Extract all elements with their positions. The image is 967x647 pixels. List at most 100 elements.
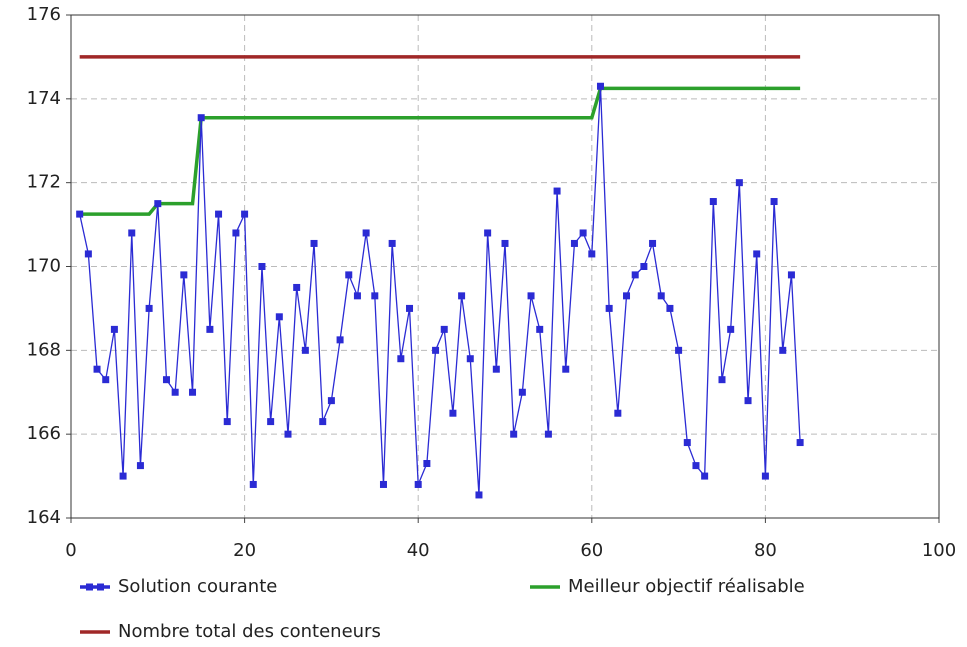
point-marker	[258, 263, 266, 270]
point-marker	[779, 346, 787, 354]
point-marker	[301, 346, 309, 354]
point-marker	[136, 462, 144, 470]
point-marker	[284, 430, 292, 438]
point-marker	[432, 346, 440, 354]
point-marker	[267, 418, 275, 426]
point-marker	[319, 418, 327, 426]
point-marker	[501, 239, 509, 247]
legend-marker	[86, 583, 93, 591]
point-marker	[293, 283, 301, 291]
point-marker	[701, 472, 709, 480]
point-marker	[110, 325, 118, 333]
point-marker	[588, 250, 596, 258]
point-marker	[475, 491, 483, 499]
point-marker	[310, 239, 318, 247]
y-tick-label: 174	[27, 88, 61, 109]
point-marker	[596, 82, 604, 90]
point-marker	[197, 114, 205, 122]
y-tick-label: 164	[27, 507, 61, 528]
y-tick-label: 172	[27, 172, 61, 193]
y-tick-label: 176	[27, 4, 61, 25]
point-marker	[206, 325, 214, 333]
x-tick-label: 60	[580, 540, 603, 561]
point-marker	[744, 397, 752, 405]
point-marker	[614, 409, 622, 417]
x-tick-label: 80	[754, 540, 777, 561]
point-marker	[631, 271, 639, 279]
point-marker	[84, 250, 92, 258]
point-marker	[414, 480, 422, 488]
point-marker	[544, 430, 552, 438]
point-marker	[362, 229, 370, 237]
legend-label: Solution courante	[118, 576, 277, 597]
point-marker	[162, 376, 170, 384]
point-marker	[466, 355, 474, 363]
point-marker	[189, 388, 197, 396]
point-marker	[761, 472, 769, 480]
point-marker	[640, 263, 648, 270]
x-tick-label: 20	[233, 540, 256, 561]
legend-marker	[97, 583, 104, 591]
point-marker	[623, 292, 631, 300]
point-marker	[397, 355, 405, 363]
point-marker	[553, 187, 561, 195]
point-marker	[353, 292, 361, 300]
point-marker	[562, 365, 570, 373]
point-marker	[727, 325, 735, 333]
point-marker	[388, 239, 396, 247]
point-marker	[666, 304, 674, 312]
point-marker	[76, 210, 84, 218]
point-marker	[527, 292, 535, 300]
legend-label: Meilleur objectif réalisable	[568, 576, 805, 597]
point-marker	[718, 376, 726, 384]
point-marker	[423, 460, 431, 468]
point-marker	[484, 229, 492, 237]
point-marker	[232, 229, 240, 237]
x-tick-label: 40	[407, 540, 430, 561]
point-marker	[579, 229, 587, 237]
point-marker	[119, 472, 127, 480]
point-marker	[787, 271, 795, 279]
point-marker	[692, 462, 700, 470]
plot-border	[70, 14, 940, 519]
point-marker	[536, 325, 544, 333]
point-marker	[93, 365, 101, 373]
point-marker	[458, 292, 466, 300]
x-tick-label: 100	[922, 540, 956, 561]
y-tick-label: 166	[27, 423, 61, 444]
point-marker	[735, 179, 743, 187]
point-marker	[102, 376, 110, 384]
point-marker	[171, 388, 179, 396]
point-marker	[605, 304, 613, 312]
y-tick-label: 170	[27, 256, 61, 277]
point-marker	[275, 313, 283, 321]
point-marker	[379, 480, 387, 488]
point-marker	[675, 346, 683, 354]
point-marker	[371, 292, 379, 300]
series-line	[79, 86, 801, 216]
point-marker	[518, 388, 526, 396]
point-marker	[657, 292, 665, 300]
point-marker	[770, 198, 778, 206]
point-marker	[649, 239, 657, 247]
point-marker	[241, 210, 249, 218]
point-marker	[440, 325, 448, 333]
point-marker	[570, 239, 578, 247]
point-marker	[753, 250, 761, 258]
point-marker	[449, 409, 457, 417]
point-marker	[406, 304, 414, 312]
point-marker	[683, 439, 691, 447]
point-marker	[492, 365, 500, 373]
point-marker	[709, 198, 717, 206]
series-line	[79, 86, 801, 495]
point-marker	[128, 229, 136, 237]
x-tick-label: 0	[65, 540, 76, 561]
point-marker	[180, 271, 188, 279]
point-marker	[154, 200, 162, 208]
point-marker	[510, 430, 518, 438]
point-marker	[249, 480, 257, 488]
point-marker	[336, 336, 344, 344]
point-marker	[345, 271, 353, 279]
y-tick-label: 168	[27, 339, 61, 360]
point-marker	[796, 439, 804, 447]
